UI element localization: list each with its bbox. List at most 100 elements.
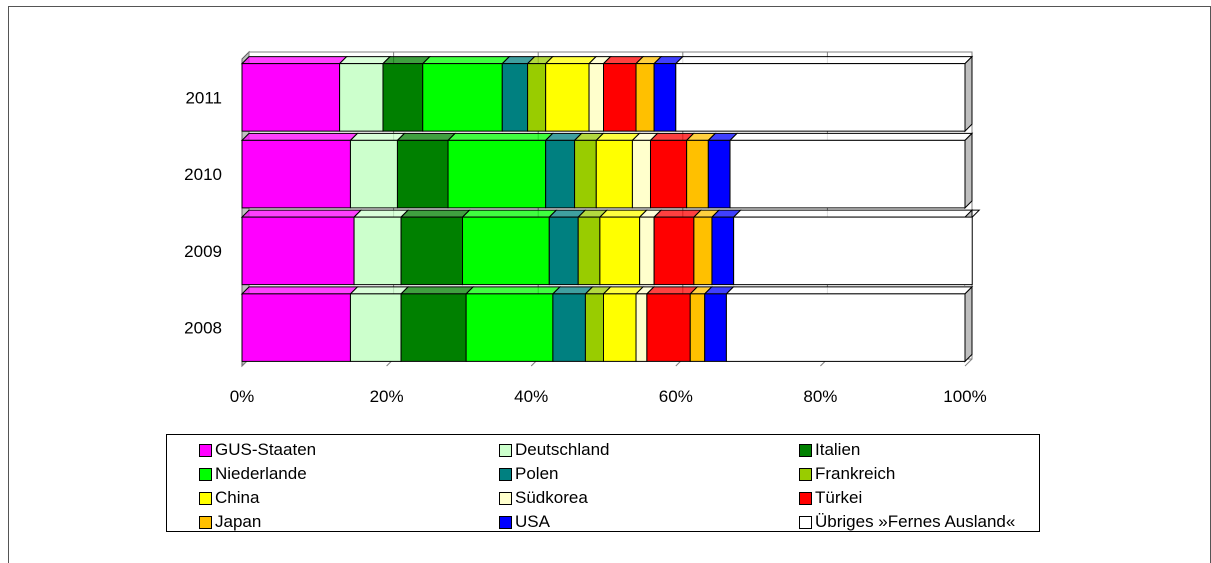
bar-segment [241,63,341,132]
bar-segment [241,216,355,286]
legend-label: Italien [815,440,861,459]
bar-segment [548,216,579,286]
bar-segment [339,63,384,132]
legend-swatch [199,515,212,529]
x-tick-label: 80% [803,387,837,406]
legend-label: Japan [215,512,262,531]
bar-segment [635,293,648,362]
bar-segment [707,139,731,209]
bar-segment-top [598,209,648,218]
legend-item: Frankreich [799,462,1099,486]
bar-segment-top [645,286,699,295]
legend-label: Übriges »Fernes Ausland« [815,512,1016,531]
bar-segment [574,139,597,209]
bar-segment [653,216,695,286]
legend-label: GUS-Staaten [215,440,317,459]
y-tick-label: 2010 [184,165,222,184]
bar-segment-top [349,132,406,141]
legend-item: Türkei [799,486,1099,510]
bar-group-2008 [240,285,974,363]
legend-swatch [499,443,512,457]
bar-segment [603,293,637,362]
bar-segment-top [381,56,431,65]
bar-segment-top [399,286,475,295]
bar-segment [465,293,554,362]
bar-segment [241,139,351,209]
legend-swatch [499,467,512,481]
bar-segment [711,216,735,286]
bar-segment [447,139,547,209]
legend-label: Niederlande [215,464,307,483]
bar-side [964,132,973,210]
legend-swatch [799,467,812,481]
bar-segment-top [674,56,974,65]
bar-side [964,55,973,133]
bar-segment [675,63,966,132]
legend-item: Italien [799,438,1099,462]
legend-label: Polen [515,464,559,483]
x-tick-label: 0% [230,387,255,406]
bar-segment [704,293,727,362]
bar-side [964,285,973,363]
bar-segment-top [240,209,363,218]
bar-segment [577,216,601,286]
bar-segment [639,216,655,286]
x-tick-label: 100% [943,387,986,406]
bar-segment [400,216,464,286]
bar-segment-top [240,132,359,141]
bar-segment [729,139,966,209]
bar-segment-top [464,286,562,295]
legend-swatch [799,515,812,529]
bar-segment [689,293,706,362]
bar-segment [595,139,633,209]
bar-segment [462,216,550,286]
bar-segment [599,216,641,286]
bar-segment-top [652,209,703,218]
bar-segment [422,63,503,132]
bar-segment [631,139,651,209]
bar-group-2009 [240,208,981,286]
legend-swatch [199,467,212,481]
bar-segment [725,293,966,362]
legend-swatch [799,443,812,457]
y-tick-label: 2008 [184,319,222,338]
bar-segment-top [338,56,392,65]
bar-segment [693,216,713,286]
bar-segment-top [396,132,457,141]
stacked-bar-chart: 2011 2010 2009 2008 0% 20% 40% 60% 80% 100% [184,50,987,406]
legend-item: Deutschland [499,438,799,462]
x-tick-label: 60% [659,387,693,406]
bar-segment [646,293,691,362]
y-tick-label: 2011 [185,88,222,107]
legend-item: GUS-Staaten [199,438,499,462]
legend-label: USA [515,512,550,531]
bar-segment [353,216,402,286]
bar-segment [686,139,709,209]
bar-segment-top [349,286,410,295]
legend-swatch [499,515,512,529]
bar-segment [588,63,604,132]
legend-swatch [199,443,212,457]
bar-segment-top [461,209,558,218]
legend-item: Übriges »Fernes Ausland« [799,510,1099,534]
bar-segment [584,293,604,362]
bar-segment [552,293,586,362]
bar-segment-top [732,209,981,218]
legend-item: Südkorea [499,486,799,510]
legend-item: Polen [499,462,799,486]
bar-segment [603,63,637,132]
bar-segment-top [240,286,359,295]
bar-segment-top [728,132,974,141]
legend-label: Südkorea [515,488,588,507]
bar-segment-top [725,286,974,295]
bar-segment [396,139,449,209]
x-tick-label: 40% [514,387,548,406]
legend-label: Frankreich [815,464,896,483]
bar-segment-top [421,56,511,65]
bar-segment [653,63,677,132]
legend-swatch [199,491,212,505]
x-tick-label: 20% [370,387,404,406]
legend-item: USA [499,510,799,534]
bar-segment [527,63,547,132]
bar-segment [545,139,576,209]
